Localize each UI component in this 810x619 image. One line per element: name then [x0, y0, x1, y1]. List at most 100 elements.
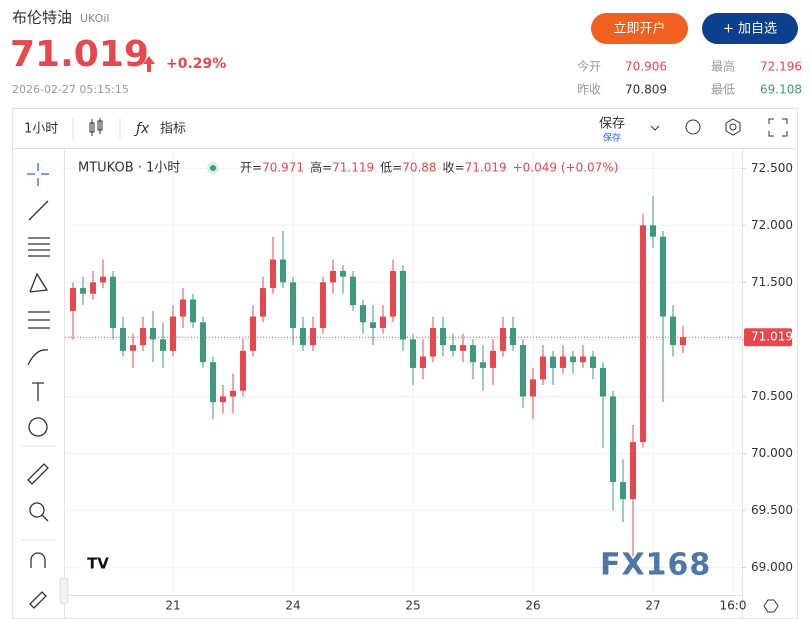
open-account-label[interactable]: 立即开户 — [613, 21, 665, 37]
candle-body — [310, 328, 316, 346]
candle-body — [650, 225, 656, 237]
legend-value: 71.119 — [332, 161, 374, 175]
candle-body — [590, 356, 596, 368]
stat-label: 最低 — [711, 83, 735, 97]
fullscreen-icon[interactable] — [768, 118, 788, 137]
candle-body — [390, 270, 396, 317]
interval-button[interactable]: 1小时 — [24, 122, 58, 137]
axis-settings[interactable] — [763, 599, 779, 613]
stat-value: 70.906 — [625, 60, 667, 74]
y-tick-label: 70.000 — [751, 446, 793, 460]
open-account-button[interactable] — [591, 13, 688, 44]
candle-body — [170, 316, 176, 351]
candle-body — [80, 288, 86, 294]
save-button[interactable]: 保存 — [599, 117, 625, 132]
tv-logo: TV — [87, 555, 109, 573]
watchlist-button[interactable] — [702, 13, 798, 44]
stat-label: 今开 — [577, 59, 601, 74]
candle-body — [260, 288, 266, 317]
candle-body — [120, 328, 126, 351]
candle-body — [660, 236, 666, 317]
candle-icon[interactable] — [89, 118, 103, 136]
candle-body — [380, 316, 386, 328]
status-dot — [210, 165, 216, 171]
x-tick-label: 27 — [645, 599, 660, 613]
candle-body — [640, 225, 646, 443]
y-tick-label: 69.000 — [751, 560, 793, 574]
candle-body — [680, 337, 686, 346]
candle-body — [350, 276, 356, 306]
candle-body — [150, 328, 156, 340]
price-change: +0.29% — [166, 56, 226, 72]
settings-icon[interactable] — [725, 118, 741, 136]
candle-body — [440, 328, 446, 346]
candle-body — [290, 282, 296, 328]
legend-label: 低= — [380, 161, 402, 175]
candle-body — [670, 316, 676, 346]
x-tick-label: 16:0 — [720, 599, 747, 613]
candle-body — [570, 356, 576, 363]
candle-body — [490, 350, 496, 368]
up-arrow — [143, 56, 155, 72]
candle-body — [460, 345, 466, 351]
candle-body — [90, 282, 96, 294]
candle-body — [420, 356, 426, 368]
candle-body — [180, 299, 186, 317]
candle-body — [510, 328, 516, 346]
candle-body — [600, 367, 606, 397]
candle-body — [320, 282, 326, 328]
x-tick-label: 25 — [405, 599, 420, 613]
candle-body — [430, 328, 436, 357]
candle-body — [280, 259, 286, 283]
candle-body — [360, 305, 366, 323]
timestamp: 2026-02-27 05:15:15 — [12, 83, 129, 96]
candle-body — [110, 276, 116, 328]
candle-body — [300, 328, 306, 346]
indicators-button[interactable]: 指标 — [160, 122, 186, 137]
stat-value: 69.108 — [760, 83, 802, 97]
tv-logo-bg — [82, 550, 114, 578]
candle-body — [160, 339, 166, 351]
y-tick-label: 71.500 — [751, 275, 793, 289]
legend-label: 收= — [443, 161, 465, 175]
asset-title: 布伦特油 — [12, 9, 72, 27]
chart-title: MTUKOB · 1小时 — [78, 161, 180, 176]
candle-body — [550, 356, 556, 368]
scroll-handle[interactable] — [59, 577, 69, 605]
candle-body — [220, 396, 226, 403]
legend-change: +0.049 (+0.07%) — [513, 161, 619, 175]
legend: 开= 70.971 高= 71.119 低= 70.88 收= 71.019 — [240, 160, 507, 175]
candle-body — [450, 345, 456, 351]
watchlist-label[interactable]: + 加自选 — [723, 22, 777, 37]
candle-body — [130, 345, 136, 351]
candle-body — [140, 328, 146, 346]
candle-body — [580, 356, 586, 363]
candle-body — [210, 362, 216, 403]
candle-body — [270, 259, 276, 289]
alert-icon[interactable] — [685, 119, 701, 135]
candle-body — [500, 328, 506, 351]
candle-body — [410, 339, 416, 368]
candle-body — [330, 270, 336, 283]
fx-icon[interactable]: ƒx — [133, 121, 150, 137]
y-tick-label: 69.500 — [751, 503, 793, 517]
drawing-tools[interactable] — [27, 163, 50, 609]
candle-body — [340, 270, 346, 277]
x-tick-label: 24 — [285, 599, 300, 613]
legend-label: 开= — [240, 161, 262, 175]
candle-body — [190, 299, 196, 323]
save-dropdown[interactable] — [650, 125, 660, 131]
candle-body — [610, 396, 616, 483]
price: 71.019 — [10, 34, 149, 75]
candle-body — [100, 276, 106, 283]
legend-value: 71.019 — [465, 161, 507, 175]
x-tick-label: 26 — [525, 599, 540, 613]
save-sub[interactable]: 保存 — [603, 132, 621, 144]
legend-value: 70.971 — [262, 161, 304, 175]
candle-body — [540, 356, 546, 380]
candle-body — [530, 379, 536, 397]
candle-body — [480, 362, 486, 368]
settings-icon-center — [729, 123, 737, 131]
candle-body — [470, 345, 476, 363]
